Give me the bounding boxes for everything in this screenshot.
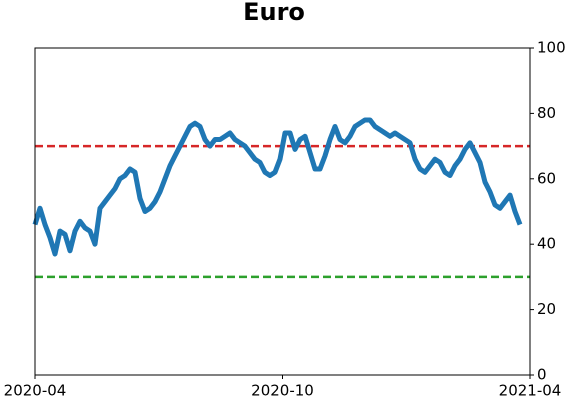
- y-tick-label: 60: [537, 169, 556, 187]
- y-tick-label: 80: [537, 104, 556, 122]
- y-tick-label: 100: [537, 39, 566, 57]
- x-tick-label: 2020-04: [4, 382, 67, 400]
- x-tick-label: 2021-04: [499, 382, 562, 400]
- chart-title: Euro: [243, 0, 305, 26]
- y-tick-label: 40: [537, 235, 556, 253]
- series-line: [32, 117, 523, 257]
- y-tick-label: 20: [537, 300, 556, 318]
- x-tick-label: 2020-10: [251, 382, 314, 400]
- y-tick-label: 0: [537, 366, 547, 384]
- plot-frame: [34, 47, 531, 376]
